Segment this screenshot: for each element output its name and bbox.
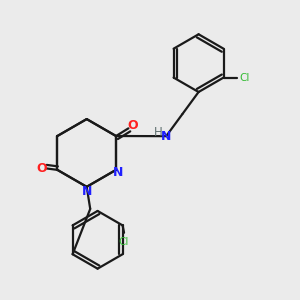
Text: N: N: [113, 166, 124, 179]
Text: O: O: [127, 118, 137, 132]
Text: H: H: [154, 126, 162, 139]
Text: Cl: Cl: [119, 237, 129, 247]
Text: O: O: [37, 162, 47, 175]
Text: N: N: [82, 185, 92, 198]
Text: Cl: Cl: [239, 73, 249, 82]
Text: N: N: [161, 130, 171, 143]
